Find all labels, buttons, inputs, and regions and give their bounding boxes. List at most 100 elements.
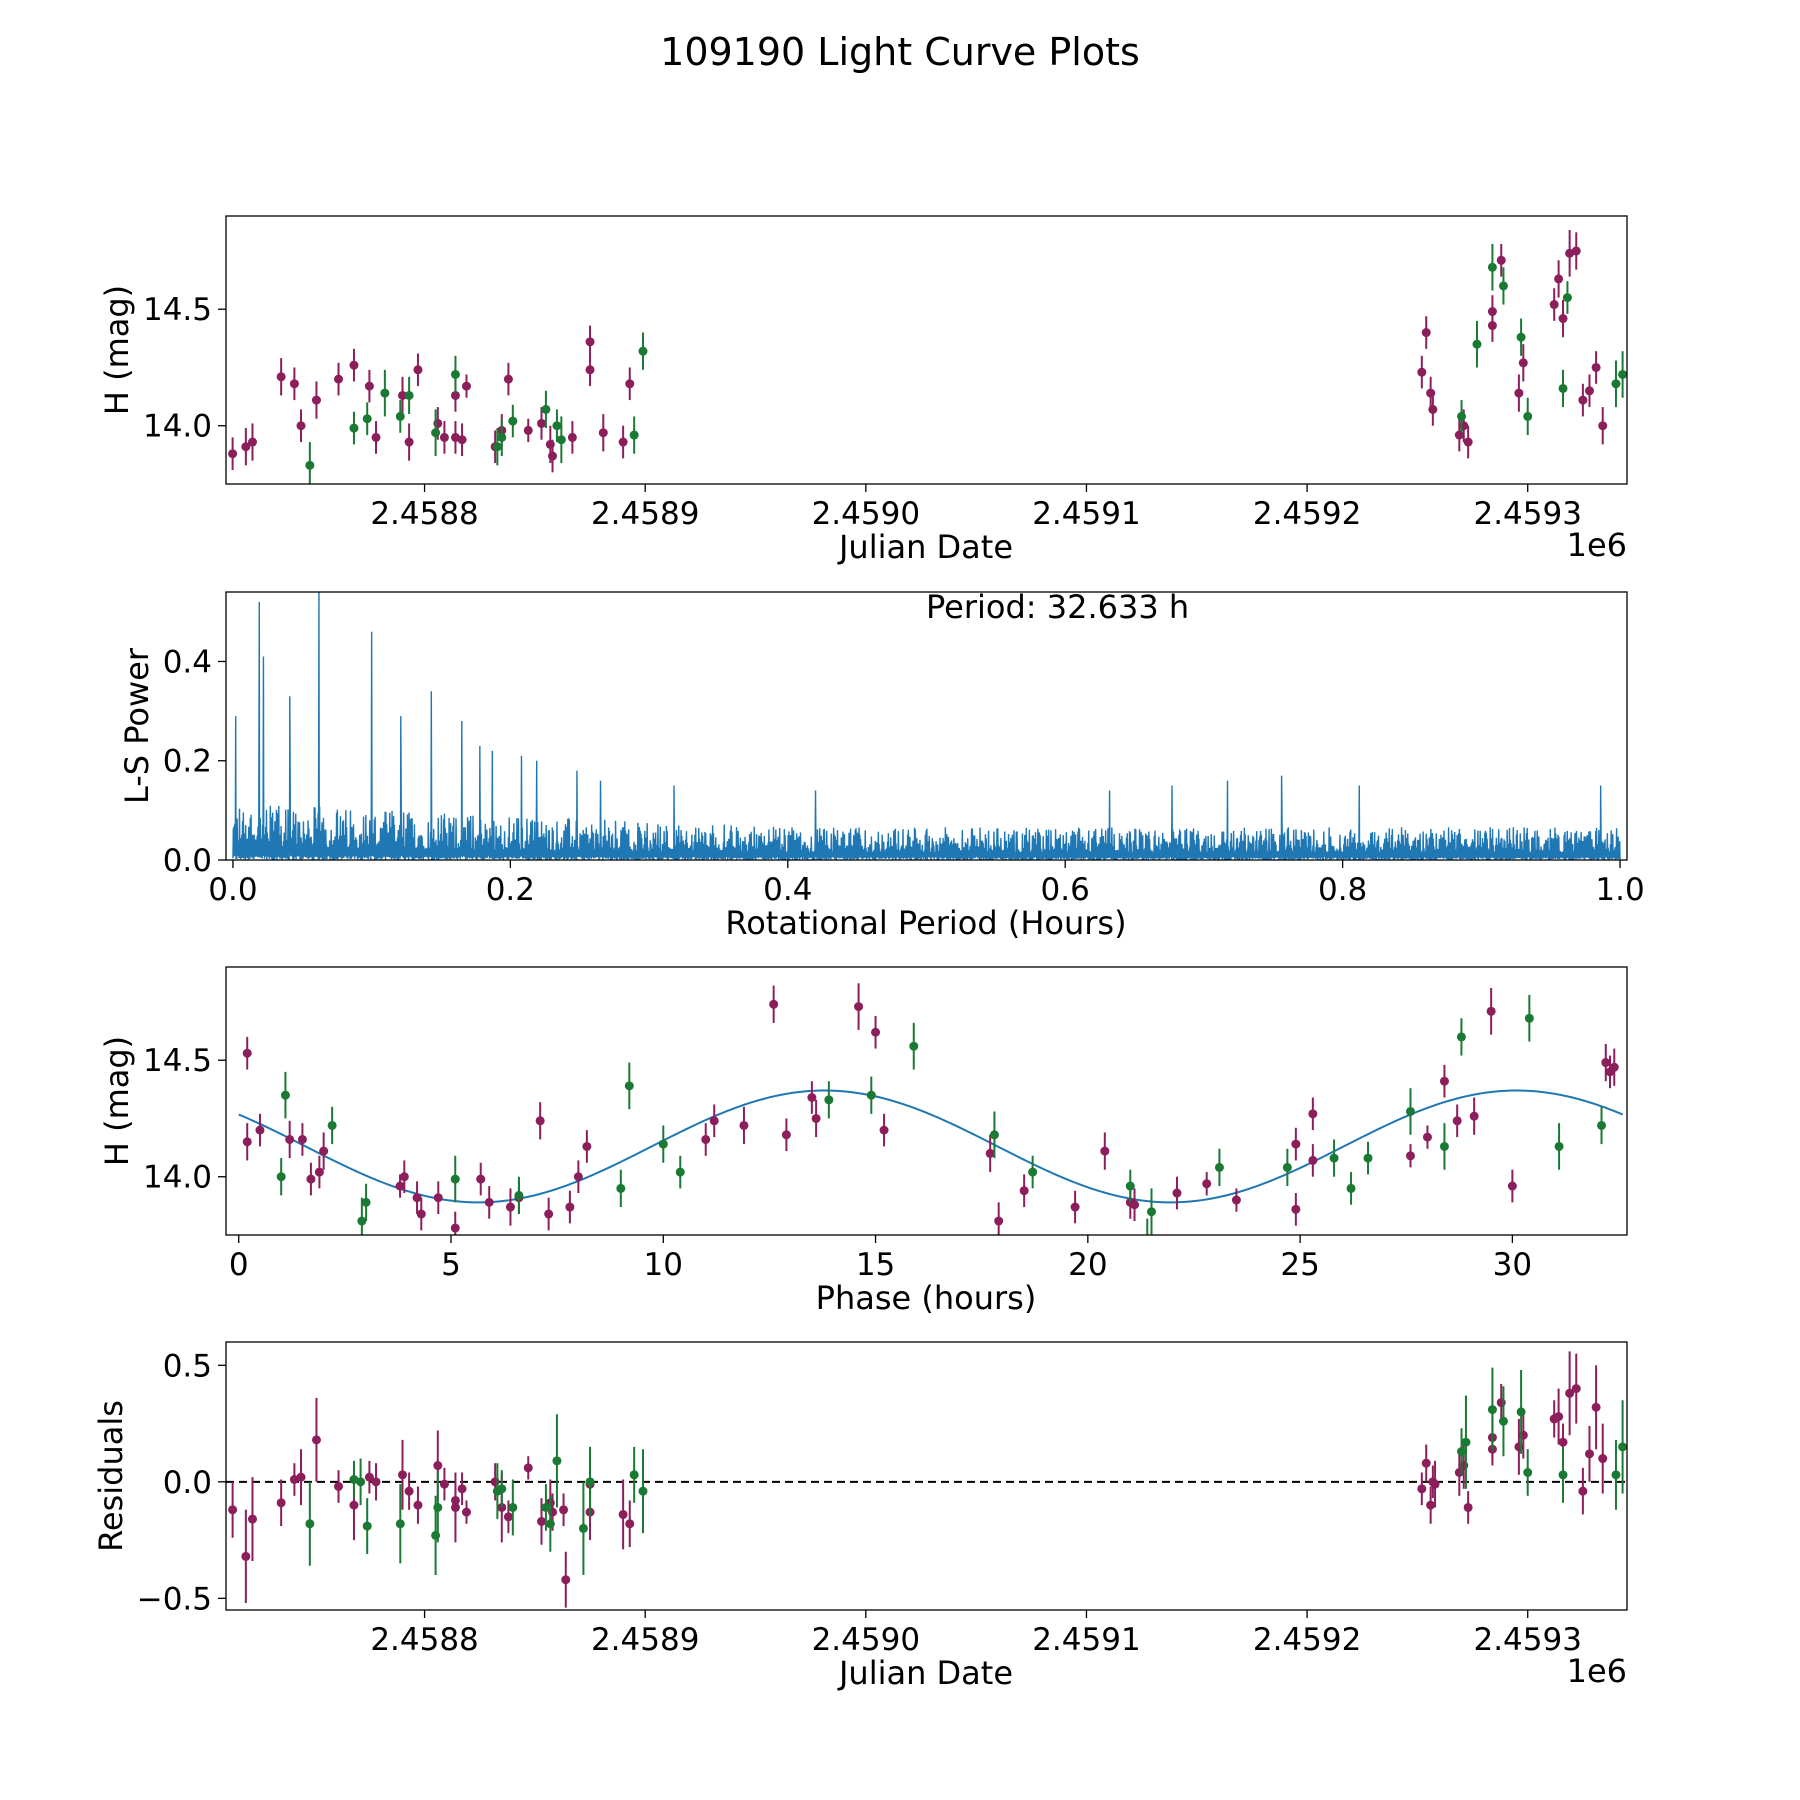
data-point xyxy=(629,430,639,440)
data-point xyxy=(280,1090,290,1100)
data-point xyxy=(561,1575,571,1585)
data-point xyxy=(514,1190,524,1200)
data-point xyxy=(1405,1106,1415,1116)
data-point xyxy=(356,1477,366,1487)
data-point xyxy=(585,337,595,347)
data-point xyxy=(1597,1120,1607,1130)
data-point xyxy=(413,365,423,375)
data-point xyxy=(1578,1486,1588,1496)
data-point xyxy=(247,437,257,447)
data-point xyxy=(371,432,381,442)
data-point xyxy=(241,1551,251,1561)
data-point xyxy=(457,1484,467,1494)
x-tick-label: 0.0 xyxy=(208,872,257,908)
data-point xyxy=(1571,1384,1581,1394)
x-tick-label: 1.0 xyxy=(1595,872,1644,908)
data-point xyxy=(371,1477,381,1487)
light-curve-frame xyxy=(225,215,1628,485)
data-point xyxy=(1558,314,1568,324)
data-point xyxy=(1487,262,1497,272)
data-point xyxy=(1562,293,1572,303)
light-curve-offset-text: 1e6 xyxy=(1567,526,1627,564)
data-point xyxy=(398,390,408,400)
data-point xyxy=(1618,369,1628,379)
data-point xyxy=(1452,1116,1462,1126)
data-point xyxy=(228,449,238,459)
data-point xyxy=(450,369,460,379)
phase-fold-frame xyxy=(225,966,1628,1236)
data-point xyxy=(1598,1454,1608,1464)
data-point xyxy=(327,1120,337,1130)
data-point xyxy=(416,1209,426,1219)
data-point xyxy=(1591,1402,1601,1412)
data-point xyxy=(1125,1181,1135,1191)
data-point xyxy=(537,418,547,428)
data-point xyxy=(1428,404,1438,414)
fit-curve xyxy=(238,1089,1624,1204)
data-point xyxy=(334,374,344,384)
data-point xyxy=(247,1514,257,1524)
data-point xyxy=(545,439,555,449)
data-point xyxy=(544,1209,554,1219)
data-point xyxy=(565,1202,575,1212)
data-point xyxy=(311,1435,321,1445)
data-point xyxy=(994,1216,1004,1226)
data-point xyxy=(1422,1132,1432,1142)
data-point xyxy=(1549,300,1559,310)
data-point xyxy=(1558,1437,1568,1447)
data-point xyxy=(1405,1151,1415,1161)
data-point xyxy=(537,1516,547,1526)
x-tick-label: 2.4591 xyxy=(1032,1622,1140,1658)
data-point xyxy=(1439,1141,1449,1151)
data-point xyxy=(1439,1076,1449,1086)
data-point xyxy=(739,1120,749,1130)
data-point xyxy=(395,411,405,421)
data-point xyxy=(1498,1416,1508,1426)
data-point xyxy=(1291,1204,1301,1214)
data-point xyxy=(552,421,562,431)
data-point xyxy=(701,1134,711,1144)
data-point xyxy=(1456,1032,1466,1042)
data-point xyxy=(228,1505,238,1515)
y-tick-label: 14.0 xyxy=(143,409,212,445)
data-point xyxy=(334,1481,344,1491)
data-point xyxy=(629,1470,639,1480)
residuals-xlabel: Julian Date xyxy=(837,1654,1013,1692)
data-point xyxy=(523,1463,533,1473)
data-point xyxy=(276,1172,286,1182)
y-tick-label: 14.5 xyxy=(143,292,212,328)
y-tick-label: 14.5 xyxy=(143,1043,212,1079)
data-point xyxy=(582,1141,592,1151)
x-tick-label: 0.4 xyxy=(763,872,812,908)
data-point xyxy=(242,1048,252,1058)
data-point xyxy=(461,1507,471,1517)
data-point xyxy=(461,381,471,391)
data-point xyxy=(1523,411,1533,421)
phase-fold-xlabel: Phase (hours) xyxy=(816,1279,1037,1317)
phase-fold-y-ticks: 14.0 14.5 xyxy=(143,1043,226,1196)
data-point xyxy=(1507,1181,1517,1191)
data-point xyxy=(314,1167,324,1177)
data-point xyxy=(1578,395,1588,405)
data-point xyxy=(503,374,513,384)
data-point xyxy=(364,381,374,391)
data-point xyxy=(349,423,359,433)
data-point xyxy=(1601,1058,1611,1068)
x-tick-label: 2.4591 xyxy=(1032,496,1140,532)
x-tick-label: 2.4592 xyxy=(1253,496,1361,532)
data-point xyxy=(508,416,518,426)
light-curve-xlabel: Julian Date xyxy=(837,528,1013,566)
data-point xyxy=(361,1197,371,1207)
data-point xyxy=(412,1193,422,1203)
data-point xyxy=(811,1113,821,1123)
data-point xyxy=(769,999,779,1009)
data-point xyxy=(1558,1470,1568,1480)
x-tick-label: 2.4593 xyxy=(1473,1622,1581,1658)
data-point xyxy=(305,1519,315,1529)
residuals-y-ticks: −0.5 0.0 0.5 xyxy=(137,1348,226,1617)
data-point xyxy=(1147,1207,1157,1217)
data-point xyxy=(1231,1195,1241,1205)
data-point xyxy=(276,1498,286,1508)
data-point xyxy=(1100,1146,1110,1156)
